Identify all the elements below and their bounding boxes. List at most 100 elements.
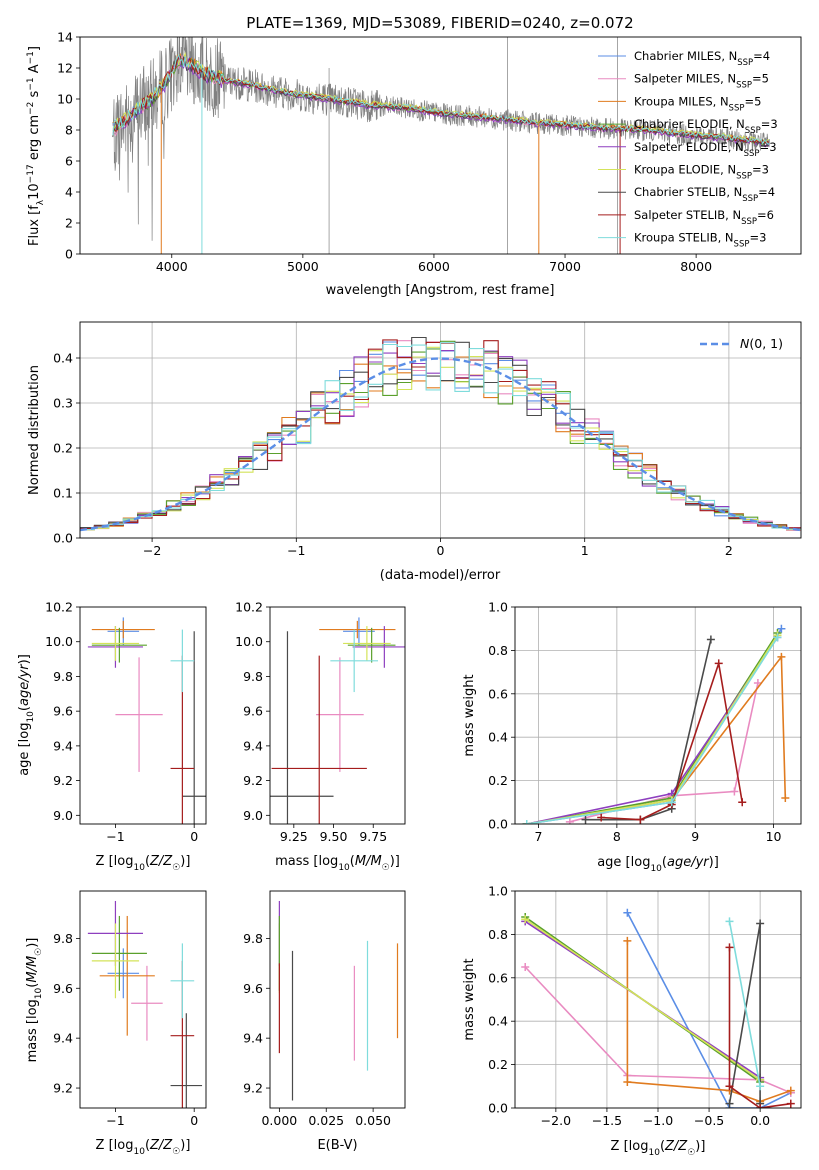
x-tick-label: −1.5 [592, 1113, 622, 1128]
y-tick-label: 0.8 [488, 643, 508, 658]
series-line [526, 628, 783, 824]
y-tick-label: 10.2 [235, 600, 263, 615]
series-line [728, 921, 761, 1087]
y-tick-label: 6 [65, 154, 73, 169]
y-tick-label: 10.0 [235, 634, 263, 649]
x-tick-label: 0 [437, 543, 445, 558]
series-line [526, 634, 779, 824]
y-tick-label: 9.8 [243, 669, 263, 684]
data-point-marker [565, 817, 574, 824]
x-tick-label: 10 [766, 829, 782, 844]
series-line [526, 636, 779, 824]
legend-entry-label: Salpeter ELODIE, NSSP=3 [634, 140, 777, 159]
data-point-marker [725, 1099, 734, 1108]
data-point-marker [623, 936, 632, 945]
data-point-marker [725, 1082, 734, 1091]
x-tick-label: 2 [725, 543, 733, 558]
data-point-marker [623, 1077, 632, 1086]
mass-vs-ebv-panel: 0.000 0.025 0.050 9.2 9.4 9.6 9.8 E(B-V) [243, 890, 406, 1153]
y-axis-label: age [log10(age/yr)] [17, 654, 36, 776]
y-tick-label: 9.8 [53, 669, 73, 684]
x-axis-label: Z [log10(Z/Z☉)] [96, 854, 191, 873]
y-axis-label: mass weight [462, 674, 477, 756]
series-line [728, 947, 791, 1108]
y-tick-label: 0.8 [488, 927, 508, 942]
series-line [626, 912, 792, 1108]
y-tick-label: 9.2 [53, 1081, 73, 1096]
x-axis-label: E(B-V) [317, 1138, 357, 1153]
y-tick-label: 0.3 [53, 396, 73, 411]
x-tick-label: 9.75 [359, 829, 387, 844]
y-tick-label: 0.4 [488, 730, 508, 745]
data-point-marker [636, 815, 645, 824]
legend-entry-label: Kroupa ELODIE, NSSP=3 [634, 163, 769, 182]
model-spectrum-line [112, 53, 770, 145]
y-tick-label: 9.8 [243, 931, 263, 946]
x-tick-label: 9.50 [320, 829, 348, 844]
data-point-marker [756, 1082, 765, 1091]
x-tick-label: −0.5 [694, 1113, 724, 1128]
data-point-marker [667, 798, 676, 807]
legend-entry-label: Kroupa STELIB, NSSP=3 [634, 231, 766, 250]
y-tick-label: 0.1 [53, 486, 73, 501]
axes-frame [514, 606, 802, 825]
y-axis-label: mass weight [462, 958, 477, 1040]
x-tick-label: 7 [535, 829, 543, 844]
x-axis-label: Z [log10(Z/Z☉)] [611, 1139, 706, 1158]
residual-histogram-panel: −2 −1 0 1 2 0.0 0.1 0.2 0.3 0.4 (data-model)/error… [27, 321, 802, 583]
legend-entry-label: Salpeter MILES, NSSP=5 [634, 72, 769, 91]
mass-weight-vs-z-plot-area [521, 908, 795, 1108]
data-point-marker [581, 815, 590, 824]
x-tick-label: 1 [581, 543, 589, 558]
legend-entry-label: Chabrier ELODIE, NSSP=3 [634, 117, 778, 136]
normal-reference-curve [80, 357, 801, 532]
x-tick-label: 7000 [549, 259, 581, 274]
age-vs-mass-panel: 9.25 9.50 9.75 9.0 9.2 9.4 9.6 9.8 10.0 10.2 mass … [235, 600, 406, 873]
y-tick-label: 10 [57, 92, 73, 107]
x-tick-label: −1.0 [643, 1113, 673, 1128]
data-point-marker [756, 1104, 765, 1108]
x-tick-label: 0.0 [750, 1113, 770, 1128]
spectrum-legend: Chabrier MILES, NSSP=4 Salpeter MILES, NS… [598, 49, 778, 250]
residual-histogram-plot-area [80, 336, 801, 532]
y-tick-label: 9.2 [243, 773, 263, 788]
x-tick-label: 8000 [680, 259, 712, 274]
x-tick-label: 0.000 [261, 1113, 297, 1128]
x-axis-label: Z [log10(Z/Z☉)] [96, 1138, 191, 1157]
y-tick-label: 9.2 [243, 1081, 263, 1096]
data-point-marker [521, 915, 530, 924]
mass-vs-z-plot-area [87, 900, 203, 1108]
data-point-marker [623, 908, 632, 917]
x-tick-label: 0.025 [308, 1113, 344, 1128]
y-tick-label: 0.0 [488, 1101, 508, 1116]
axes-frame [269, 606, 406, 825]
y-tick-label: 9.0 [53, 808, 73, 823]
histogram-step-line [80, 342, 801, 531]
y-tick-label: 1.0 [488, 884, 508, 899]
legend-entry-label: Chabrier STELIB, NSSP=4 [634, 185, 775, 204]
axes-frame [514, 890, 802, 1109]
axes-frame [79, 36, 802, 255]
series-line [524, 918, 761, 1081]
data-point-marker [725, 943, 734, 952]
mass-weight-vs-age-grid [515, 606, 801, 825]
y-tick-label: 9.2 [53, 773, 73, 788]
y-tick-label: 0.6 [488, 970, 508, 985]
series-line [526, 636, 779, 824]
data-point-marker [786, 1099, 795, 1108]
x-tick-label: 0 [190, 1113, 198, 1128]
data-point-marker [521, 962, 530, 971]
y-tick-label: 9.6 [243, 704, 263, 719]
model-spectrum-line [112, 54, 770, 148]
x-tick-label: −1 [106, 1113, 124, 1128]
data-point-marker [597, 813, 606, 822]
y-tick-label: 0 [65, 247, 73, 262]
axes-frame [79, 890, 207, 1109]
data-point-marker [714, 659, 723, 668]
data-point-marker [777, 624, 786, 633]
age-vs-mass-plot-area [270, 617, 405, 824]
series-line [585, 639, 712, 821]
spectrum-panel: 4000 5000 6000 7000 8000 0 2 4 6 8 10 12 14 wavelengt… [26, 30, 802, 298]
y-tick-label: 9.4 [53, 1031, 73, 1046]
